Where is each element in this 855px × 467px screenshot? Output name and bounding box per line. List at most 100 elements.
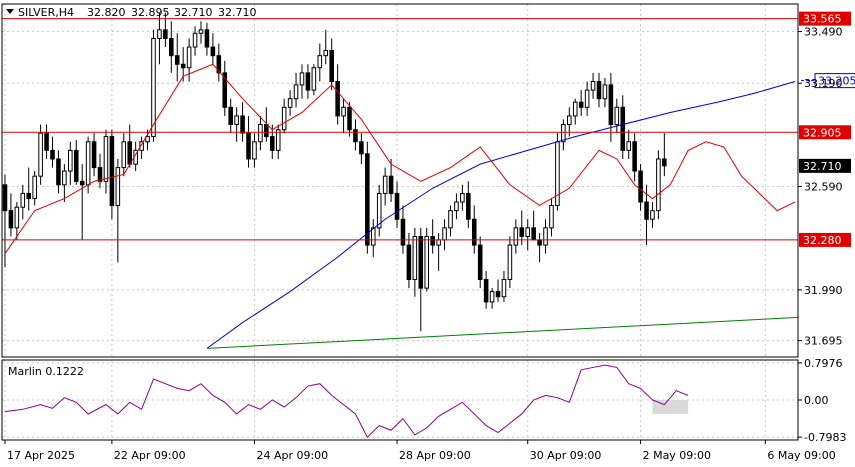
candle-bull [139,141,144,151]
candle-bear [477,244,483,281]
candle-bull [412,235,418,281]
candle-bull [507,244,513,281]
candle-bull [252,141,257,160]
candle-bull [590,80,596,91]
candle-bear [246,132,251,160]
candle-bull [157,29,162,39]
ma-value-box [814,73,855,89]
candle-bull [299,72,305,86]
candle-bear [50,149,55,160]
candle-bull [341,106,346,117]
candle-bull [376,192,382,229]
candle-bear [406,244,412,281]
candle-bull [38,132,43,177]
candle-bull [572,101,578,117]
price-levels: 33.565 32.905 32.280 32.710 33.205 [2,11,855,247]
level-price-tag [799,125,851,140]
candle-bear [97,167,103,182]
price-tick-label: 33.490 [804,26,843,39]
candle-bull [626,141,631,151]
candle-bear [638,170,643,203]
candle-bull [501,279,507,298]
candle-bull [442,227,447,241]
level-price-tag [799,232,851,247]
trend-line[interactable] [206,316,799,349]
candle-bull [121,141,127,169]
price-tick-label: 32.590 [804,181,843,194]
candle-bear [519,227,525,237]
candle-bull [436,239,441,246]
dropdown-arrow-icon[interactable] [6,9,14,14]
candle-bull [317,55,323,69]
candle-bear [264,124,269,138]
candle-bull [186,46,192,69]
price-tick-label: 31.990 [804,284,843,297]
candle-bull [549,204,554,229]
candle-bear [305,72,311,91]
candle-bull [543,227,548,246]
price-panel-frame [1,3,799,358]
candle-bear [418,235,424,289]
candle-bull [424,235,430,289]
candle-bull [656,158,661,212]
candle-bear [174,55,180,65]
candle-bull [489,291,495,303]
oscillator-panel: Marlin 0.1222 [4,364,689,439]
candle-bull [198,29,204,34]
indicator-lines [4,63,799,349]
candle-bear [531,227,536,241]
time-tick-label: 30 Apr 09:00 [530,449,602,462]
candle-bear [335,80,340,117]
candle-bull [275,129,281,151]
candle-bear [109,136,115,206]
candle-bear [216,55,222,74]
candle-bear [537,239,542,246]
candle-bear [127,141,132,165]
candle-bear [329,49,334,82]
candle-bull [293,84,299,100]
header-high: 32.895 [131,6,170,19]
candle-bull [311,67,317,91]
symbol-label: SILVER,H4 [18,6,74,19]
level-price-label: 32.280 [803,234,842,247]
level-price-label: 32.905 [803,126,842,139]
candle-bull [525,227,530,237]
candle-bear [347,106,352,131]
candle-bull [68,149,73,172]
time-tick-label: 17 Apr 2025 [7,449,75,462]
candle-bear [26,192,32,200]
candle-bear [578,101,584,108]
level-price-label: 33.565 [803,13,842,26]
candle-bull [454,201,459,212]
candle-bull [103,136,109,182]
oscillator-tick-label: -0.7983 [804,431,846,444]
current-price-label: 32.710 [803,160,842,173]
oscillator-line [4,364,689,439]
ma-slow-line [206,81,796,349]
candle-bear [240,115,245,134]
candle-bear [91,141,97,169]
candle-bear [163,29,168,39]
ma-fast-line [4,63,796,254]
candle-bull [234,115,239,126]
candle-bull [145,136,150,143]
candle-bear [662,158,667,167]
candles [2,12,667,332]
candle-bull [561,124,566,143]
candle-bear [394,192,400,220]
candle-bull [460,192,465,203]
candle-bull [115,167,121,206]
candle-bear [2,184,8,212]
candle-bull [370,227,376,246]
candle-bear [620,106,626,151]
candle-bear [228,106,233,126]
time-tick-label: 6 May 09:00 [767,449,835,462]
candle-bull [287,98,293,108]
candle-bear [44,132,49,151]
candle-bear [471,218,477,246]
candle-bear [495,291,501,298]
time-tick-label: 2 May 09:00 [643,449,711,462]
candle-bear [400,218,406,246]
candle-bull [32,175,37,200]
